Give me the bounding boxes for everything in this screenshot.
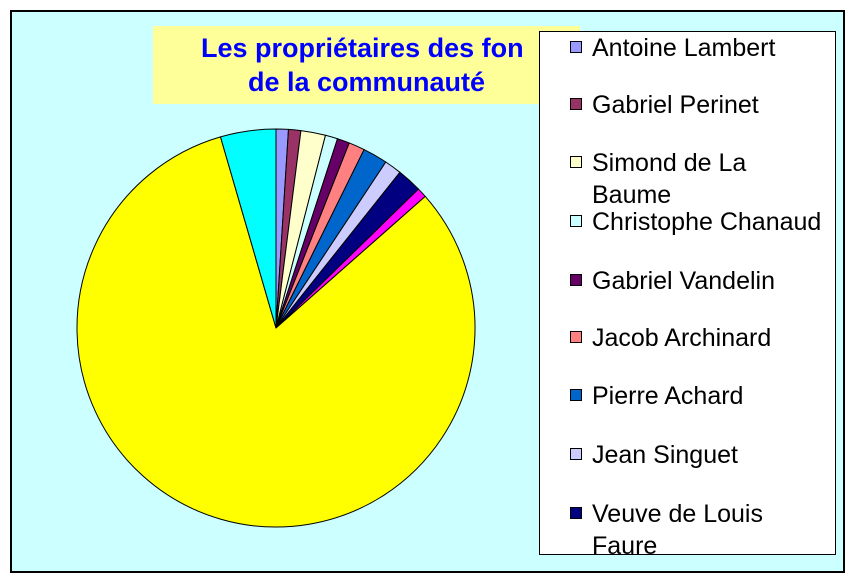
chart-title-line-2: de la communauté bbox=[247, 67, 486, 97]
legend-label: Jean Singuet bbox=[592, 441, 738, 469]
legend-label: Simond de La Baume bbox=[592, 149, 747, 209]
legend-label: Jacob Archinard bbox=[592, 324, 772, 352]
legend-swatch bbox=[570, 156, 582, 168]
legend-swatch bbox=[570, 215, 582, 227]
legend-label: Gabriel Vandelin bbox=[592, 267, 775, 295]
legend-swatch bbox=[570, 448, 582, 460]
chart-title: Les propriétaires des fon de la communau… bbox=[153, 26, 580, 104]
legend-swatch bbox=[570, 41, 582, 53]
legend-label: Christophe Chanaud bbox=[592, 208, 822, 236]
legend-swatch bbox=[570, 274, 582, 286]
legend-swatch bbox=[570, 331, 582, 343]
legend-label: Gabriel Perinet bbox=[592, 91, 759, 119]
legend-label: Pierre Achard bbox=[592, 382, 744, 410]
legend-label: Antoine Lambert bbox=[592, 34, 776, 62]
legend: Antoine Lambert Gabriel Perinet Simond d… bbox=[539, 31, 836, 560]
legend-swatch bbox=[570, 389, 582, 401]
legend-swatch bbox=[570, 98, 582, 110]
pie-slice-12 bbox=[219, 128, 277, 329]
chart-title-line-1: Les propriétaires des fon bbox=[201, 33, 524, 63]
legend-label: Veuve de Louis Faure bbox=[592, 500, 763, 560]
legend-swatch bbox=[570, 507, 582, 519]
pie-slice-11 bbox=[76, 136, 476, 528]
